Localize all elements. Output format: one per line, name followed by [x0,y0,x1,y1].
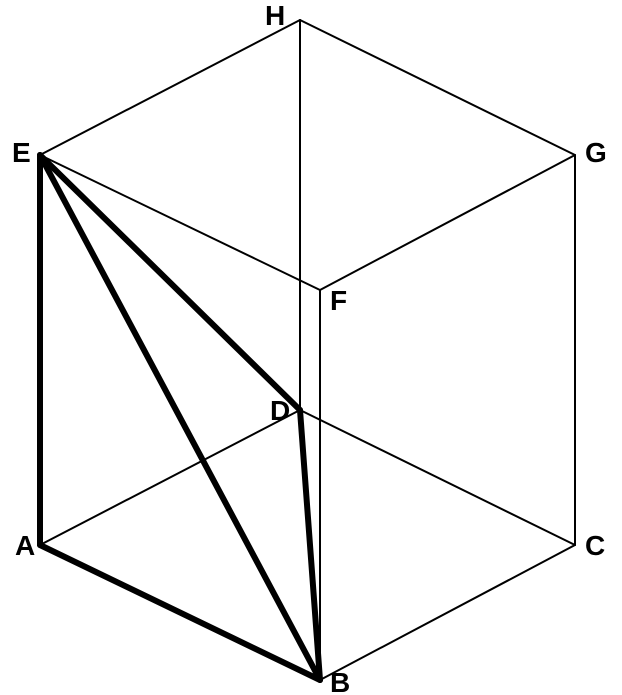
labels-group: A B C D E F G H [12,0,607,695]
edge-G-H [300,20,575,155]
edge-F-G [320,155,575,290]
edge-B-C [320,545,575,680]
cube-diagram: A B C D E F G H [0,0,622,695]
edge-D-A [40,410,300,545]
edge-H-E [40,20,300,155]
edge-A-B [40,545,320,680]
vertex-label-H: H [265,0,285,31]
edge-E-F [40,155,320,290]
vertex-label-C: C [585,530,605,561]
vertex-label-A: A [15,530,35,561]
vertex-label-D: D [270,395,290,426]
vertex-label-F: F [330,285,347,316]
edges-group [40,20,575,680]
edge-E-D [40,155,300,410]
vertex-label-B: B [330,667,350,695]
edge-B-D [300,410,320,680]
vertex-label-G: G [585,137,607,168]
vertex-label-E: E [12,137,31,168]
edge-C-D [300,410,575,545]
